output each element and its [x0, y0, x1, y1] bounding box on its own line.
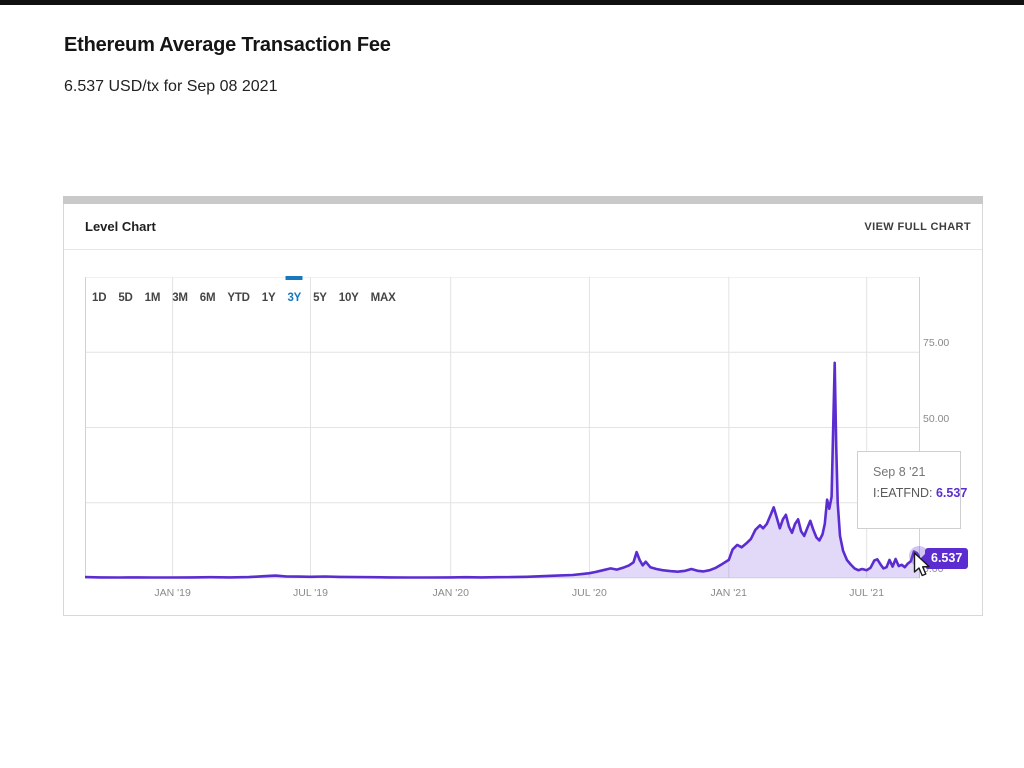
top-black-bar: [0, 0, 1024, 5]
y-axis-label: 75.00: [923, 337, 950, 350]
range-button-3y[interactable]: 3Y: [287, 292, 302, 304]
range-button-5y[interactable]: 5Y: [313, 292, 327, 304]
range-button-10y[interactable]: 10Y: [338, 292, 359, 304]
page-subtitle: 6.537 USD/tx for Sep 08 2021: [64, 78, 278, 95]
range-button-max[interactable]: MAX: [370, 292, 396, 304]
chart-tooltip: Sep 8 '21 I:EATFND: 6.537: [857, 451, 967, 529]
tooltip-value: 6.537: [935, 486, 968, 500]
range-button-3m[interactable]: 3M: [172, 292, 188, 304]
range-button-ytd[interactable]: YTD: [227, 292, 250, 304]
view-full-chart-link[interactable]: VIEW FULL CHART: [864, 220, 971, 233]
range-selector: 1D 5D 1M 3M 6M YTD 1Y 3Y 5Y 10Y MAX: [92, 291, 396, 306]
tooltip-value-row: I:EATFND: 6.537: [873, 486, 967, 500]
range-button-1y[interactable]: 1Y: [261, 292, 276, 304]
x-axis-label: JUL '19: [293, 587, 328, 599]
x-axis-label: JUL '21: [849, 587, 885, 599]
level-chart-panel: Level Chart VIEW FULL CHART: [63, 204, 983, 616]
area-chart[interactable]: [85, 277, 920, 580]
mouse-cursor-icon: [913, 552, 930, 577]
page-title: Ethereum Average Transaction Fee: [64, 34, 391, 56]
x-axis-label: JUL '20: [571, 587, 607, 599]
panel-top-accent-bar: [63, 196, 983, 204]
x-axis-label: JAN '19: [154, 587, 191, 599]
x-axis-label: JAN '21: [710, 587, 747, 599]
range-button-6m[interactable]: 6M: [199, 292, 216, 304]
x-axis-label: JAN '20: [432, 587, 469, 599]
tooltip-series-label: I:EATFND:: [873, 486, 933, 500]
panel-header: Level Chart VIEW FULL CHART: [64, 204, 982, 250]
range-button-5d[interactable]: 5D: [118, 292, 133, 304]
panel-title: Level Chart: [85, 219, 156, 234]
tooltip-date: Sep 8 '21: [873, 465, 926, 479]
range-button-1m[interactable]: 1M: [144, 292, 161, 304]
current-value-badge: 6.537: [919, 548, 969, 569]
y-axis-label: 50.00: [923, 412, 950, 425]
range-button-1d[interactable]: 1D: [92, 292, 107, 304]
